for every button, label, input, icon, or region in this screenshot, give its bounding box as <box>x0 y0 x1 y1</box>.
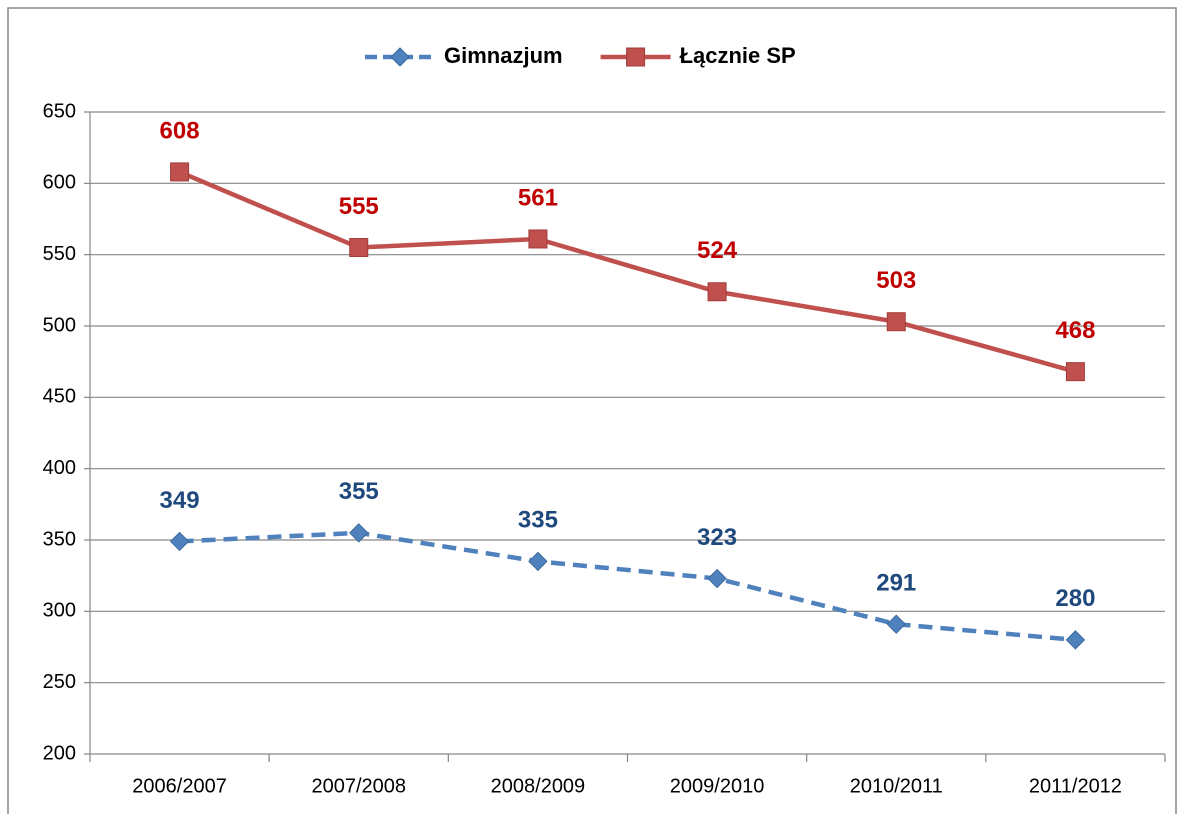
data-label: 608 <box>160 117 200 144</box>
y-tick-label: 200 <box>43 742 76 764</box>
data-marker <box>349 523 369 543</box>
series-line <box>179 530 1076 643</box>
y-tick-label: 500 <box>43 314 76 336</box>
x-tick-label: 2010/2011 <box>850 775 943 797</box>
data-marker <box>886 614 906 634</box>
y-tick-label: 550 <box>43 243 76 265</box>
data-label: 524 <box>697 237 738 264</box>
data-marker <box>1065 362 1085 382</box>
data-marker <box>528 551 548 572</box>
data-label: 335 <box>518 507 558 534</box>
y-tick-label: 350 <box>43 528 76 550</box>
y-tick-label: 600 <box>43 172 76 194</box>
data-label: 503 <box>876 267 916 294</box>
legend-marker <box>626 47 646 67</box>
data-marker <box>170 162 190 182</box>
data-label: 355 <box>339 478 379 505</box>
data-label: 323 <box>697 524 737 551</box>
y-tick-label: 250 <box>43 671 76 693</box>
x-tick-label: 2011/2012 <box>1029 775 1122 797</box>
data-label: 468 <box>1055 317 1095 344</box>
data-marker <box>349 238 369 258</box>
data-label: 291 <box>876 570 916 597</box>
chart-border <box>7 7 1177 814</box>
y-tick-label: 450 <box>43 386 76 408</box>
data-marker <box>886 312 906 332</box>
data-label: 349 <box>160 487 200 514</box>
data-marker <box>707 282 727 302</box>
data-label: 561 <box>518 184 558 211</box>
y-tick-label: 400 <box>43 457 76 479</box>
x-tick-label: 2009/2010 <box>670 775 765 797</box>
data-label: 280 <box>1055 585 1095 612</box>
data-label: 555 <box>339 193 379 220</box>
x-tick-label: 2008/2009 <box>491 775 586 797</box>
y-tick-label: 650 <box>43 100 76 122</box>
legend-label: Gimnazjum <box>444 43 563 68</box>
data-marker <box>1065 630 1086 650</box>
data-marker <box>528 229 548 249</box>
legend-marker <box>390 47 410 67</box>
y-tick-label: 300 <box>43 600 76 622</box>
series-line <box>178 169 1077 374</box>
x-tick-label: 2007/2008 <box>311 775 406 797</box>
data-marker <box>707 568 727 589</box>
legend-label: Łącznie SP <box>680 43 796 68</box>
data-marker <box>169 531 190 552</box>
x-tick-label: 2006/2007 <box>132 775 227 797</box>
